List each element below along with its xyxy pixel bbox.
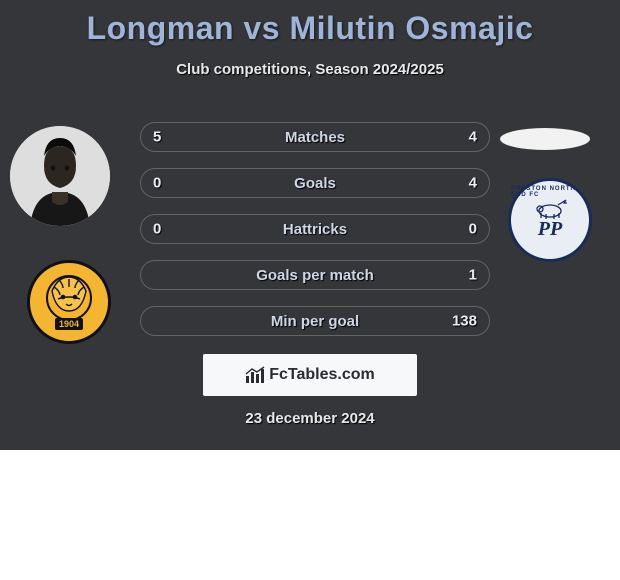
stat-right-value: 0 [469,221,477,238]
person-silhouette-icon [10,126,110,226]
stat-label: Goals [294,175,336,192]
bar-chart-icon [245,366,265,384]
stat-right-value: 138 [452,313,477,330]
page-title: Longman vs Milutin Osmajic [0,0,620,47]
stat-row: 0 Hattricks 0 [140,214,490,244]
stat-row: 0 Goals 4 [140,168,490,198]
date-text: 23 december 2024 [245,410,374,427]
stat-right-value: 4 [469,175,477,192]
stat-label: Hattricks [283,221,347,238]
stat-left-value: 0 [153,221,161,238]
stat-left-value: 5 [153,129,161,146]
tiger-badge-icon: 1904 [38,271,100,333]
stat-right-value: 4 [469,129,477,146]
subtitle: Club competitions, Season 2024/2025 [0,61,620,78]
stat-row: 5 Matches 4 [140,122,490,152]
club-left-year: 1904 [59,319,79,329]
brand-text: FcTables.com [269,366,375,384]
stat-label: Min per goal [271,313,359,330]
stat-left-value: 0 [153,175,161,192]
brand-badge: FcTables.com [203,354,417,396]
player-left-avatar [10,126,110,226]
player-left-club-badge: 1904 [27,260,111,344]
player-right-club-badge: PRESTON NORTH END FC PP [508,178,592,262]
stat-label: Goals per match [256,267,374,284]
stat-label: Matches [285,129,345,146]
comparison-card: Longman vs Milutin Osmajic Club competit… [0,0,620,450]
stat-right-value: 1 [469,267,477,284]
stat-row: Goals per match 1 [140,260,490,290]
player-right-avatar [500,128,590,150]
stats-container: 5 Matches 4 0 Goals 4 0 Hattricks 0 Goal… [140,122,490,352]
stat-row: Min per goal 138 [140,306,490,336]
club-right-arc-text: PRESTON NORTH END FC [511,186,589,198]
lamb-icon [532,199,568,224]
